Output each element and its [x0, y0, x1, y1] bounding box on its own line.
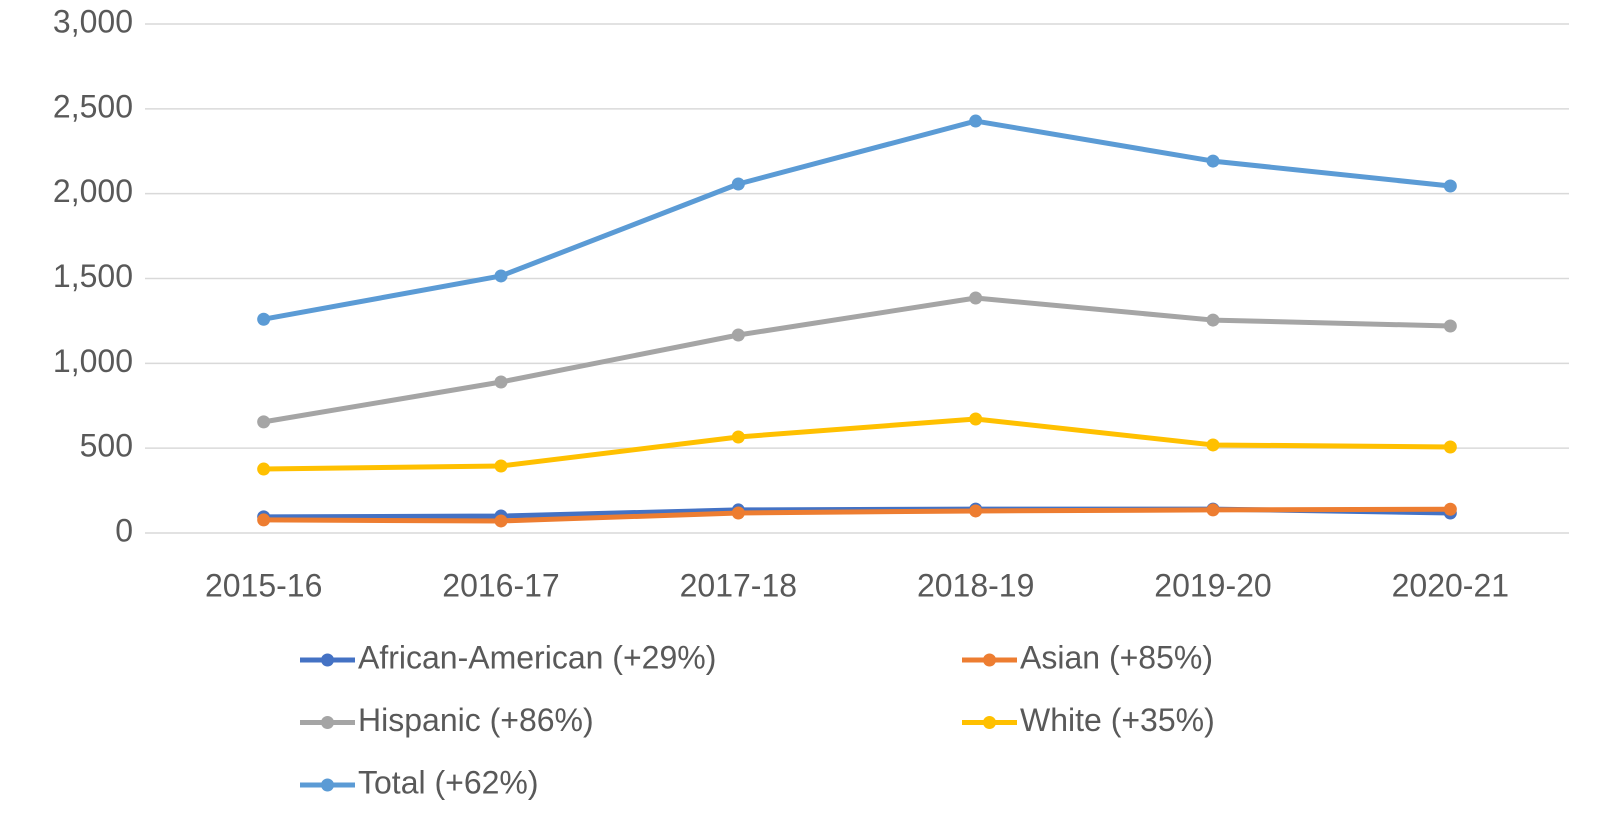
data-point: [257, 312, 271, 326]
data-point: [1443, 319, 1457, 333]
legend-label: Hispanic (+86%): [358, 702, 594, 738]
x-tick-label: 2016-17: [442, 567, 559, 603]
legend-label: African-American (+29%): [358, 639, 716, 675]
legend-marker: [321, 778, 334, 792]
data-point: [257, 415, 271, 429]
data-point: [731, 506, 745, 520]
series-line: [263, 416, 1451, 472]
y-tick-label: 3,000: [53, 3, 133, 39]
legend-marker: [321, 716, 334, 729]
data-point: [1206, 438, 1220, 452]
y-tick-label: 500: [80, 428, 133, 464]
y-tick-label: 2,000: [53, 173, 133, 209]
y-tick-label: 2,500: [53, 88, 133, 124]
data-point: [1443, 502, 1457, 516]
legend-label: Asian (+85%): [1020, 639, 1213, 675]
series-line: [263, 295, 1451, 425]
y-tick-label: 1,500: [53, 258, 133, 294]
data-point: [731, 328, 745, 342]
x-tick-label: 2020-21: [1392, 567, 1509, 603]
series-line: [263, 506, 1451, 524]
legend-label: White (+35%): [1020, 702, 1215, 738]
x-tick-label: 2018-19: [917, 567, 1034, 603]
x-tick-label: 2019-20: [1154, 567, 1271, 603]
data-point: [494, 459, 508, 473]
data-point: [1443, 179, 1457, 193]
data-point: [969, 504, 983, 518]
data-point: [257, 513, 271, 527]
data-point: [494, 375, 508, 389]
data-point: [1443, 440, 1457, 454]
data-point: [494, 269, 508, 283]
data-point: [1206, 313, 1220, 327]
x-tick-label: 2015-16: [205, 567, 322, 603]
y-tick-label: 1,000: [53, 343, 133, 379]
data-point: [969, 114, 983, 128]
data-point: [494, 514, 508, 528]
legend-marker: [983, 716, 996, 729]
x-tick-label: 2017-18: [680, 567, 797, 603]
legend-marker: [983, 653, 996, 667]
y-tick-label: 0: [115, 512, 133, 548]
data-point: [1206, 503, 1220, 517]
legend-marker: [321, 653, 334, 667]
data-point: [969, 412, 983, 426]
legend-label: Total (+62%): [358, 764, 539, 800]
data-point: [969, 291, 983, 305]
data-point: [1206, 154, 1220, 168]
data-point: [731, 430, 745, 444]
data-point: [257, 462, 271, 476]
series-line: [263, 118, 1451, 322]
data-point: [731, 177, 745, 191]
